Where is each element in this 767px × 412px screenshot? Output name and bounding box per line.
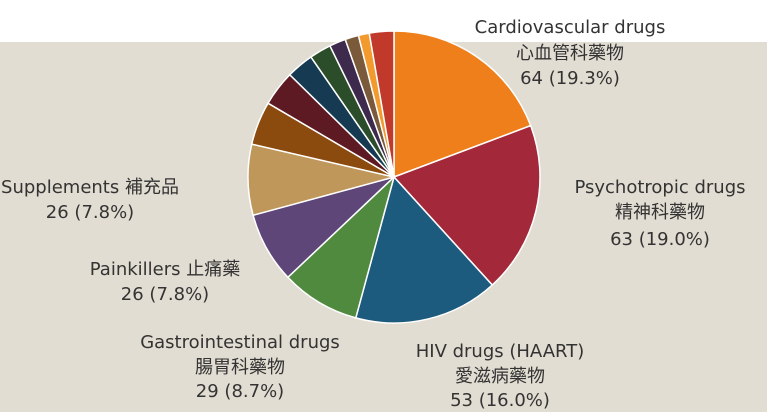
value-label: 26 (7.8%): [121, 284, 209, 305]
slice-label-zh: 心血管科藥物: [516, 43, 624, 64]
value-label: 64 (19.3%): [520, 68, 620, 89]
slice-label-zh: 精神科藥物: [615, 202, 705, 223]
value-label: 26 (7.8%): [46, 202, 134, 223]
pie-slice: [368, 30, 395, 178]
value-label: 63 (19.0%): [610, 229, 710, 250]
slice-label: HIV drugs (HAART): [416, 341, 585, 362]
slice-label: Cardiovascular drugs: [475, 17, 666, 38]
slice-label-zh: 腸胃科藥物: [195, 357, 285, 378]
slice-label: Supplements 補充品: [1, 177, 179, 198]
slice-label: Gastrointestinal drugs: [140, 332, 340, 353]
slice-label-zh: 愛滋病藥物: [455, 366, 545, 387]
value-label: 29 (8.7%): [196, 381, 284, 402]
pie-slice: [354, 175, 494, 324]
pie-slice: [392, 124, 541, 287]
value-label: 53 (16.0%): [450, 390, 550, 411]
pie-slice: [393, 30, 532, 179]
slice-label: Psychotropic drugs: [574, 177, 745, 198]
slice-label: Painkillers 止痛藥: [90, 259, 241, 280]
